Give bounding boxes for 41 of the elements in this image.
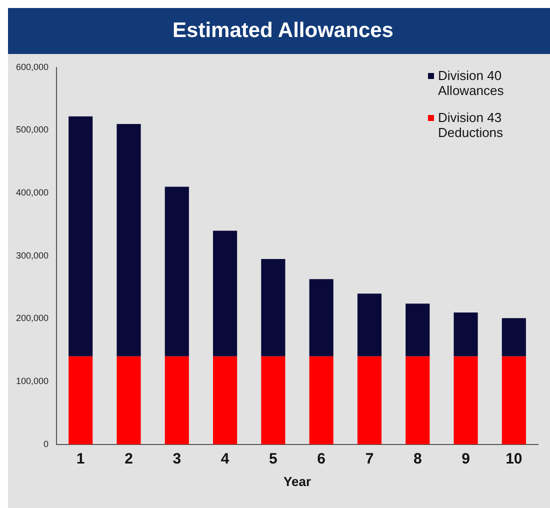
bar <box>309 279 334 356</box>
bar <box>357 356 382 444</box>
bar <box>502 318 526 356</box>
x-tick-label: 10 <box>506 450 522 468</box>
legend-label: Division 40 Allowances <box>438 68 505 98</box>
y-tick-label: 200,000 <box>16 313 49 324</box>
y-tick-label: 400,000 <box>16 188 49 198</box>
bar <box>502 356 526 444</box>
x-tick-label: 9 <box>462 450 470 468</box>
y-tick-label: 100,000 <box>16 376 49 386</box>
bar <box>116 356 141 444</box>
bar <box>261 356 286 444</box>
y-tick-label: 500,000 <box>16 124 49 135</box>
x-tick-label: 7 <box>365 450 374 468</box>
bar <box>164 186 189 356</box>
bar <box>116 124 141 356</box>
y-tick-label: 600,000 <box>16 62 49 72</box>
x-tick-label: 5 <box>269 450 278 468</box>
x-tick-label: 3 <box>172 450 182 468</box>
bar <box>164 356 189 444</box>
chart-title: Estimated Allowances <box>8 8 550 54</box>
bar <box>406 356 430 444</box>
bar <box>261 259 286 356</box>
y-tick-label: 0 <box>44 438 49 449</box>
bar <box>68 116 93 356</box>
legend-label: Division 43 Deductions <box>438 110 504 140</box>
bar <box>213 230 238 356</box>
bar <box>357 294 382 356</box>
x-tick-label: 1 <box>76 450 85 468</box>
x-tick-label: 4 <box>220 450 230 468</box>
bar <box>68 356 93 444</box>
bar <box>454 312 478 356</box>
x-axis-title: Year <box>284 474 312 489</box>
bar <box>454 356 478 444</box>
x-tick-label: 8 <box>413 450 422 468</box>
bar <box>406 304 430 356</box>
bar <box>309 356 334 444</box>
x-tick-label: 6 <box>317 450 326 468</box>
bar <box>213 356 238 444</box>
y-tick-label: 300,000 <box>16 250 49 260</box>
x-tick-label: 2 <box>124 450 133 468</box>
